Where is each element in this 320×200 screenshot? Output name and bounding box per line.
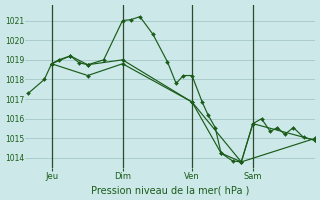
X-axis label: Pression niveau de la mer( hPa ): Pression niveau de la mer( hPa ) [91, 185, 250, 195]
